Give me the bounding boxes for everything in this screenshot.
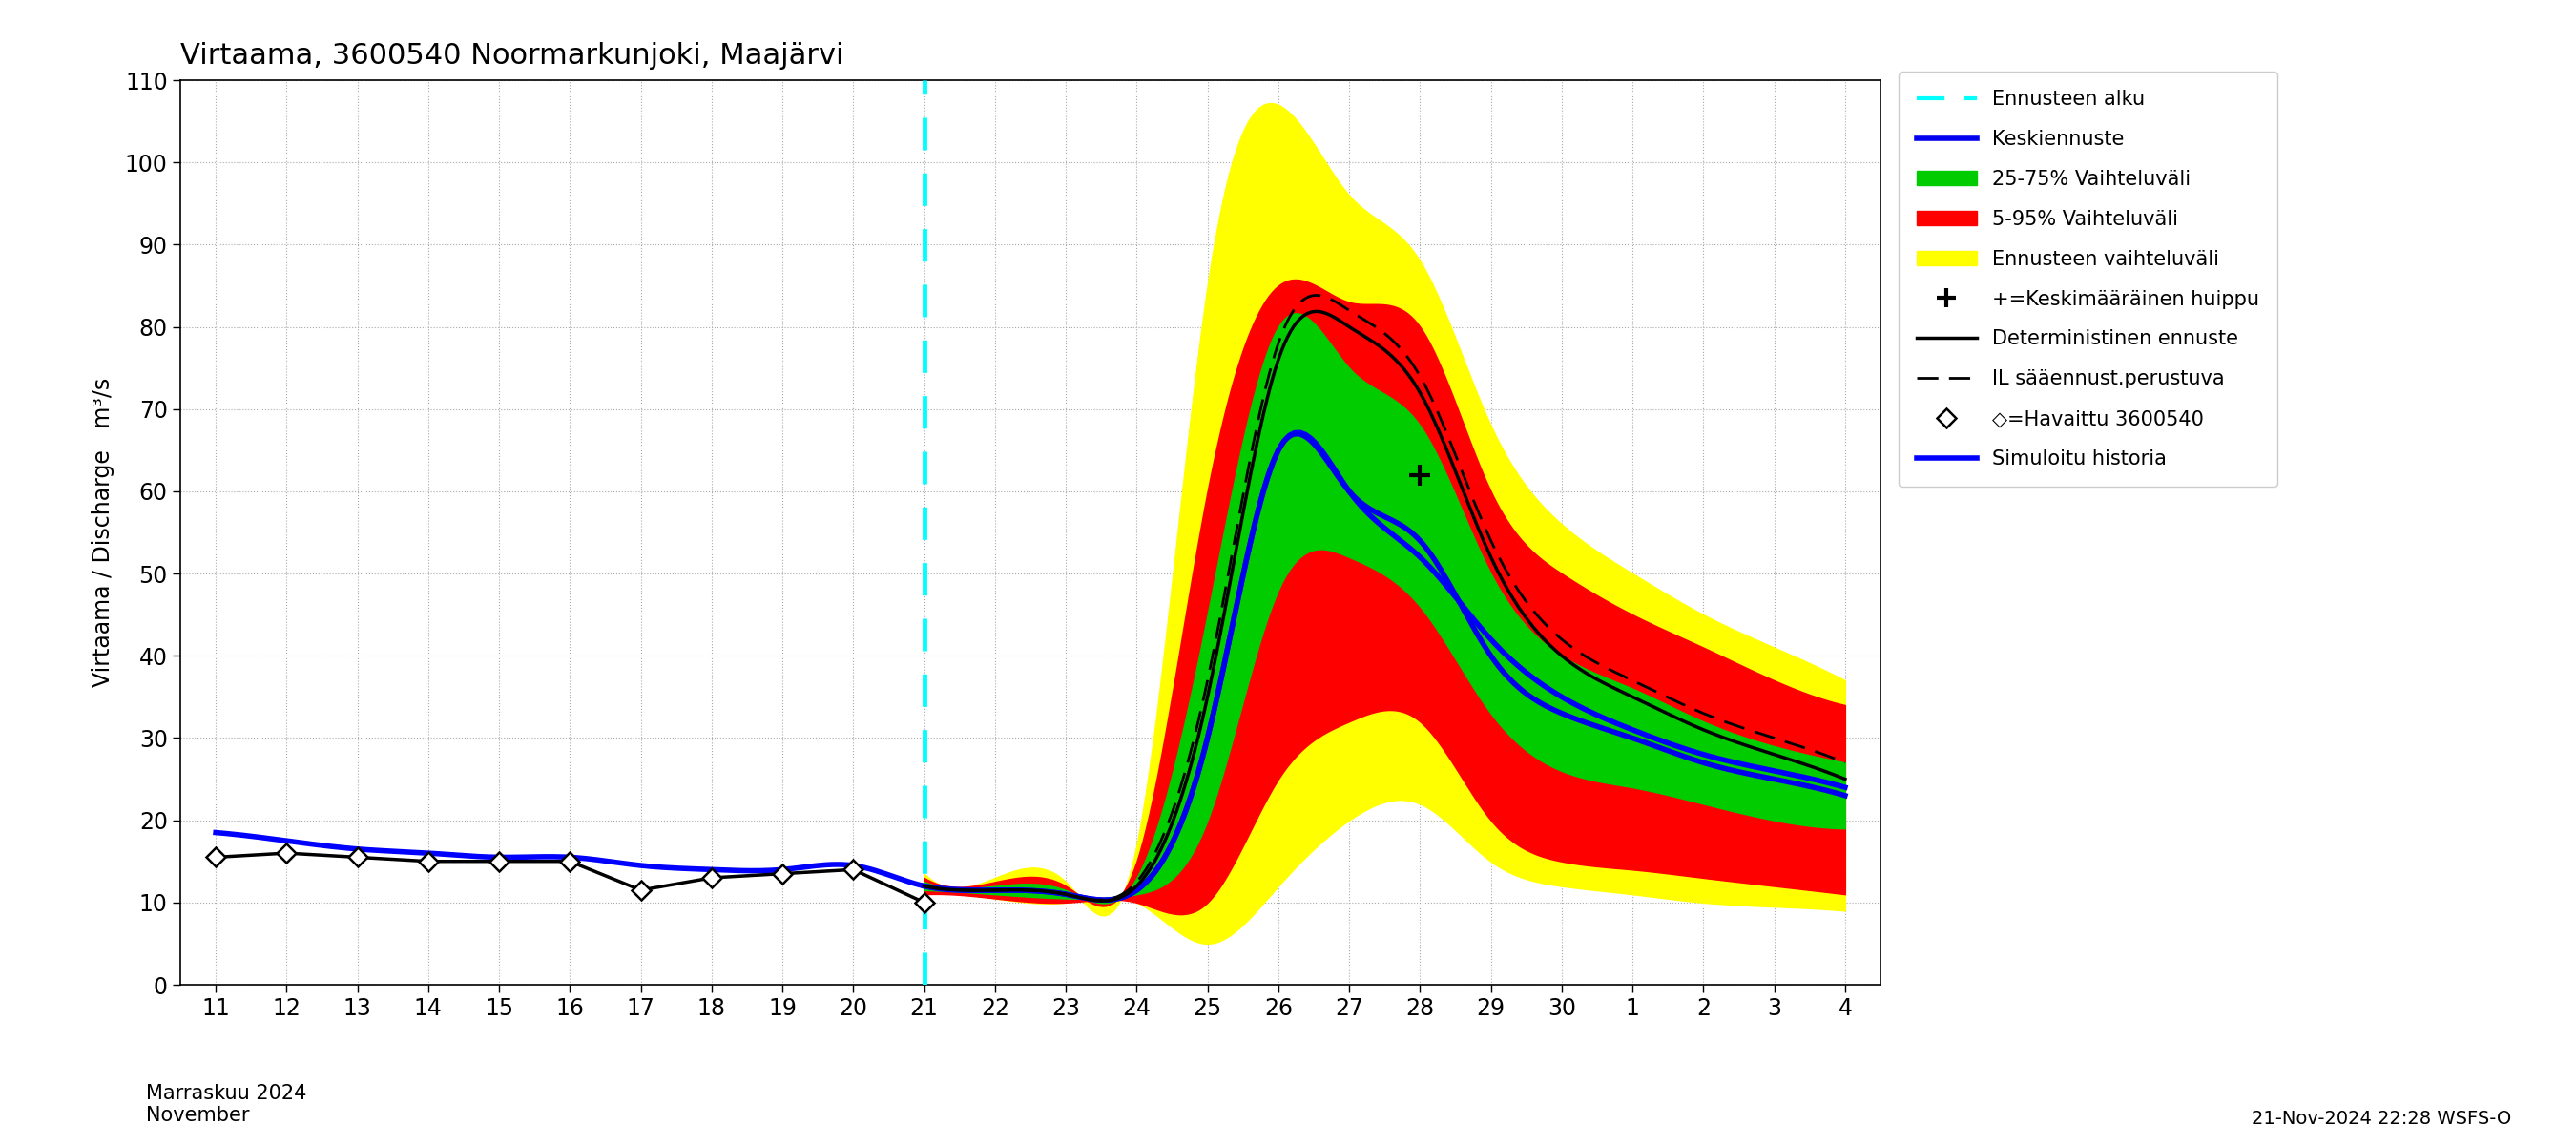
Text: Marraskuu 2024
November: Marraskuu 2024 November	[147, 1084, 307, 1126]
Legend: Ennusteen alku, Keskiennuste, 25-75% Vaihteluväli, 5-95% Vaihteluväli, Ennusteen: Ennusteen alku, Keskiennuste, 25-75% Vai…	[1899, 72, 2277, 487]
Text: Virtaama, 3600540 Noormarkunjoki, Maajärvi: Virtaama, 3600540 Noormarkunjoki, Maajär…	[180, 42, 845, 70]
Text: 21-Nov-2024 22:28 WSFS-O: 21-Nov-2024 22:28 WSFS-O	[2251, 1110, 2512, 1128]
Y-axis label: Virtaama / Discharge   m³/s: Virtaama / Discharge m³/s	[90, 378, 113, 687]
